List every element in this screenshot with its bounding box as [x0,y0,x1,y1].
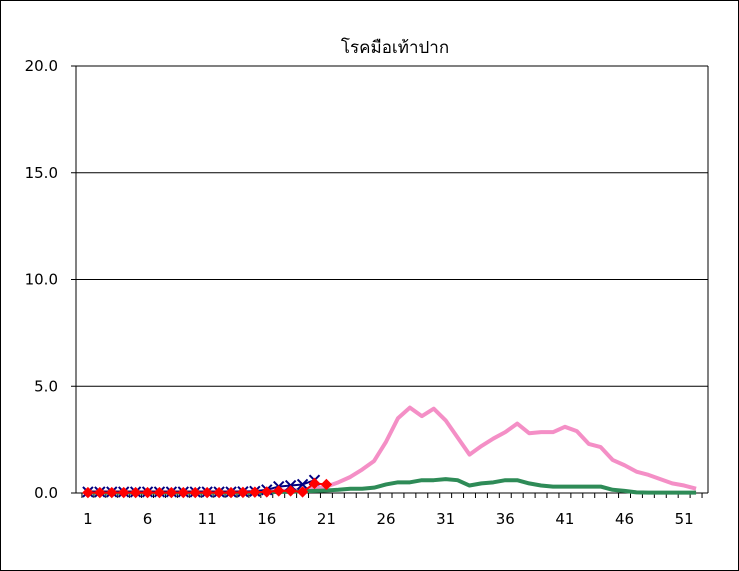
y-tick-label: 5.0 [34,377,58,395]
y-tick-label: 0.0 [34,484,58,502]
data-point-diamond [225,486,237,499]
data-point-diamond [141,486,154,499]
series-line-0 [87,405,697,494]
y-tick-label: 20.0 [25,57,58,75]
x-tick-label: 41 [555,510,574,528]
data-point-diamond [201,486,213,499]
x-tick-label: 46 [615,510,634,528]
y-tick-label: 15.0 [25,164,58,182]
data-point-diamond [296,486,309,498]
data-point-diamond [308,477,321,490]
data-point-diamond [117,486,130,499]
x-tick-label: 51 [675,510,694,528]
data-point-diamond [213,486,225,499]
x-tick-label: 6 [143,510,153,528]
data-point-diamond [153,486,166,499]
x-tick-label: 21 [317,510,336,528]
data-point-diamond [320,478,333,491]
data-point-diamond [165,486,178,499]
x-tick-label: 26 [376,510,395,528]
chart-title: โรคมือเท้าปาก [341,37,449,58]
data-point-diamond [189,486,201,499]
x-tick-label: 11 [198,510,217,528]
data-point-diamond [94,486,106,499]
data-point-diamond [261,486,273,498]
data-point-diamond [177,486,190,499]
x-tick-label: 36 [496,510,515,528]
data-point-diamond [249,486,261,498]
data-point-diamond [273,485,285,497]
axes [71,65,709,498]
gridlines [76,65,708,387]
data-point-diamond [82,486,94,499]
tick-labels: 0.05.010.015.020.01 6 11 16 21 26 31 36 41 46 51 [25,57,694,528]
data-point-diamond [106,486,118,499]
x-tick-label: 31 [436,510,455,528]
data-point-diamond [284,485,297,497]
series-group [82,405,697,499]
data-point-diamond [129,486,142,499]
data-point-diamond [237,486,249,499]
x-tick-label: 16 [257,510,276,528]
data-point-x [296,478,309,491]
x-tick-label: 1 [83,510,93,528]
y-tick-label: 10.0 [25,271,58,289]
